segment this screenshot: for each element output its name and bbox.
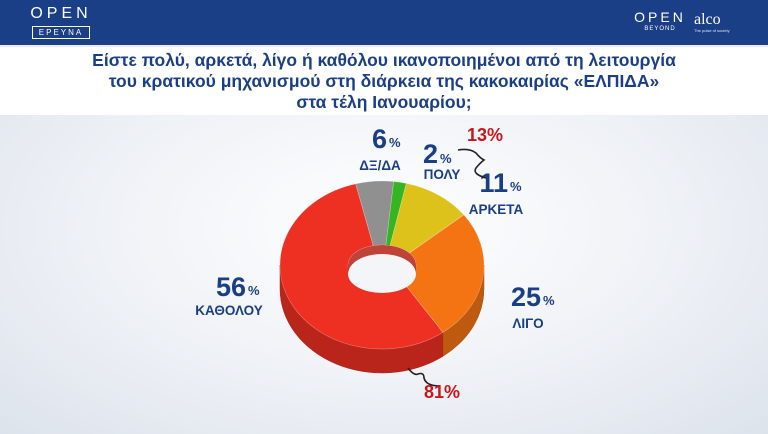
question-banner: Είστε πολύ, αρκετά, λίγο ή καθόλου ικανο…	[0, 47, 768, 115]
label-poly: 2 % ΠΟΛΥ	[423, 139, 460, 182]
label-katholou: 56 % ΚΑΘΟΛΟΥ	[195, 272, 263, 318]
label-dxda: 6 % ΔΞ/ΔΑ	[359, 124, 401, 173]
question-title-line-2: του κρατικού μηχανισμού στη διάρκεια της…	[108, 71, 660, 91]
alco-logo: alco The pulse of society	[694, 11, 748, 34]
group-annotation-negative: 81%	[407, 367, 460, 402]
category-dxda: ΔΞ/ΔΑ	[359, 158, 401, 173]
question-title-line-3: στα τέλη Ιανουαρίου;	[296, 92, 472, 112]
unit-dxda: %	[389, 135, 401, 150]
value-katholou: 56	[216, 272, 246, 302]
label-arketa: 11 % ΑΡΚΕΤΑ	[469, 168, 524, 217]
group-total-negative: 81%	[424, 382, 460, 402]
donut-hole-floor	[348, 255, 416, 293]
erevna-logo-sub: ΕΡΕΥΝΑ	[31, 26, 91, 39]
unit-arketa: %	[510, 179, 522, 194]
top-bar: OPEN ΕΡΕΥΝΑ OPEN BEYOND alco The pulse o…	[0, 0, 768, 45]
category-katholou: ΚΑΘΟΛΟΥ	[195, 303, 263, 318]
value-ligo: 25	[511, 282, 541, 312]
value-arketa: 11	[479, 168, 508, 198]
alco-logo-word: alco	[694, 11, 721, 28]
open-erevna-logo: OPEN ΕΡΕΥΝΑ	[30, 5, 92, 40]
group-bracket-positive	[457, 148, 487, 179]
question-title-line-1: Είστε πολύ, αρκετά, λίγο ή καθόλου ικανο…	[92, 50, 676, 70]
value-poly: 2	[423, 139, 438, 169]
open-logo-word: OPEN	[30, 5, 92, 22]
category-poly: ΠΟΛΥ	[424, 167, 461, 182]
label-ligo: 25 % ΛΙΓΟ	[511, 282, 555, 331]
value-dxda: 6	[372, 124, 387, 154]
open-beyond-sub: BEYOND	[644, 26, 676, 32]
unit-katholou: %	[248, 283, 260, 298]
group-annotation-positive: 13%	[457, 125, 503, 179]
open-beyond-word: OPEN	[634, 9, 686, 25]
group-bracket-negative	[407, 367, 441, 387]
group-total-positive: 13%	[467, 125, 503, 145]
question-title: Είστε πολύ, αρκετά, λίγο ή καθόλου ικανο…	[20, 50, 748, 113]
unit-poly: %	[440, 151, 452, 166]
category-arketa: ΑΡΚΕΤΑ	[469, 202, 524, 217]
side-katholou	[279, 264, 444, 374]
donut-top-faces	[279, 180, 485, 350]
inner-wall-back	[348, 245, 416, 274]
open-beyond-logo: OPEN BEYOND	[632, 10, 688, 33]
category-ligo: ΛΙΓΟ	[512, 316, 543, 331]
unit-ligo: %	[543, 293, 555, 308]
alco-logo-tagline: The pulse of society	[694, 28, 730, 33]
